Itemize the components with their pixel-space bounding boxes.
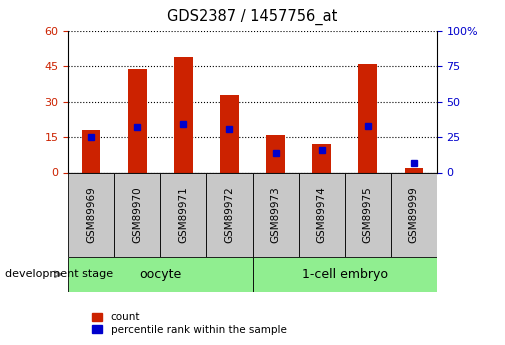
Bar [359, 64, 377, 172]
Bar [174, 57, 192, 172]
Text: GSM89971: GSM89971 [178, 186, 188, 243]
Text: GSM89974: GSM89974 [317, 186, 327, 243]
Text: GSM89999: GSM89999 [409, 186, 419, 243]
Text: development stage: development stage [5, 269, 113, 279]
Bar [82, 130, 100, 172]
Bar [345, 172, 391, 257]
Bar [252, 257, 437, 292]
Bar [68, 257, 252, 292]
Bar [114, 172, 161, 257]
Bar [207, 172, 252, 257]
Bar [128, 69, 146, 172]
Bar [298, 172, 345, 257]
Text: 1-cell embryo: 1-cell embryo [301, 268, 388, 281]
Text: GSM89970: GSM89970 [132, 186, 142, 243]
Bar [391, 172, 437, 257]
Text: GDS2387 / 1457756_at: GDS2387 / 1457756_at [167, 9, 338, 25]
Text: GSM89975: GSM89975 [363, 186, 373, 243]
Bar [313, 144, 331, 172]
Text: GSM89969: GSM89969 [86, 186, 96, 243]
Bar [161, 172, 207, 257]
Legend: count, percentile rank within the sample: count, percentile rank within the sample [92, 312, 286, 335]
Text: oocyte: oocyte [139, 268, 181, 281]
Bar [405, 168, 423, 172]
Text: GSM89973: GSM89973 [271, 186, 281, 243]
Text: GSM89972: GSM89972 [224, 186, 234, 243]
Bar [266, 135, 285, 172]
Bar [68, 172, 114, 257]
Bar [220, 95, 239, 172]
Bar [252, 172, 298, 257]
